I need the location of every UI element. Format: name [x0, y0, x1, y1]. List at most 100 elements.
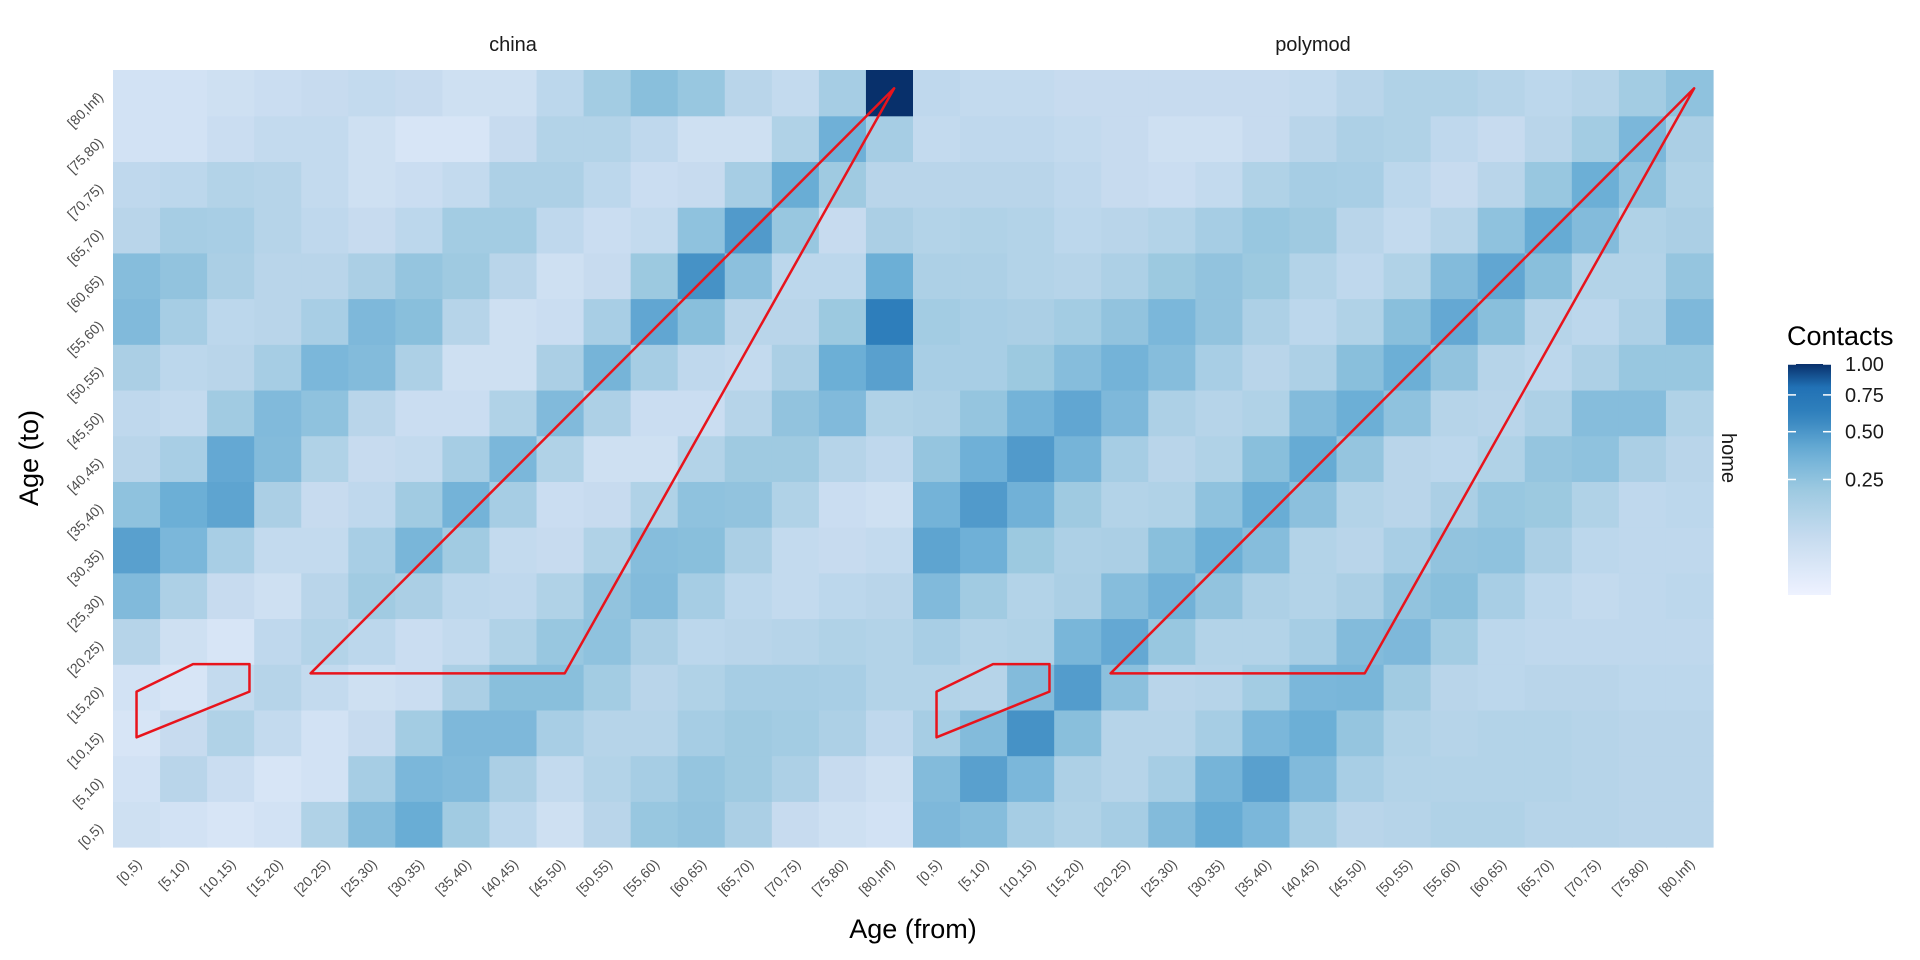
heatmap-cell [1054, 207, 1102, 254]
heatmap-cell [724, 344, 773, 391]
heatmap-cell [254, 70, 302, 117]
heatmap-cell [348, 161, 396, 208]
heatmap-cell [348, 389, 396, 437]
heatmap-cell [818, 527, 867, 574]
heatmap-cell [1383, 481, 1432, 528]
heatmap-cell [1336, 435, 1385, 482]
heatmap-cell [254, 755, 302, 802]
heatmap-cell [865, 618, 914, 665]
heatmap-cell [1054, 298, 1102, 345]
heatmap-cell [1101, 572, 1149, 620]
heatmap-cell [160, 389, 208, 437]
heatmap-cell [913, 481, 961, 528]
heatmap-cell [1101, 801, 1149, 848]
heatmap-cell [1101, 389, 1149, 437]
heatmap-cell [1195, 115, 1244, 163]
heatmap-cell [113, 298, 161, 345]
heatmap-cell [395, 801, 444, 848]
heatmap-cell [583, 115, 632, 163]
heatmap-cell [1571, 207, 1620, 254]
heatmap-cell [865, 207, 914, 254]
heatmap-cell [1571, 389, 1620, 437]
heatmap-cell [1430, 618, 1479, 665]
heatmap-cell [1477, 664, 1526, 711]
heatmap-cell [301, 709, 349, 757]
x-tick-label: [55,60) [620, 856, 662, 898]
heatmap-cell [960, 161, 1008, 208]
heatmap-cell [348, 664, 396, 711]
heatmap-cell [254, 161, 302, 208]
overlay-lower-right-triangle [309, 87, 896, 675]
heatmap-cell [630, 527, 679, 574]
heatmap-cell [724, 801, 773, 848]
heatmap-cell [113, 344, 161, 391]
heatmap-cell [630, 435, 679, 482]
heatmap-cell [865, 664, 914, 711]
heatmap-cell [160, 115, 208, 163]
heatmap-cell [630, 252, 679, 300]
heatmap-cell [1054, 801, 1102, 848]
heatmap-cell [1007, 618, 1055, 665]
heatmap-cell [677, 207, 726, 254]
heatmap-cell [348, 709, 396, 757]
heatmap-cell [301, 207, 349, 254]
heatmap-cell [1524, 252, 1573, 300]
heatmap-cell [442, 755, 491, 802]
heatmap-cell [818, 389, 867, 437]
heatmap-cell [348, 618, 396, 665]
y-axis-title: Age (to) [14, 410, 44, 506]
heatmap-cell [348, 70, 396, 117]
heatmap-cell [160, 435, 208, 482]
heatmap-cell [301, 801, 349, 848]
heatmap-cell [1430, 389, 1479, 437]
heatmap-cell [771, 389, 820, 437]
heatmap-cell [865, 435, 914, 482]
heatmap-cell [1430, 344, 1479, 391]
heatmap-cell [489, 618, 538, 665]
heatmap-cell [1665, 481, 1714, 528]
heatmap-cell [1148, 252, 1196, 300]
heatmap-cell [207, 115, 255, 163]
heatmap-cell [207, 161, 255, 208]
heatmap-cell [1242, 70, 1291, 117]
heatmap-cell [207, 344, 255, 391]
heatmap-cell [160, 801, 208, 848]
heatmap-cell [1101, 207, 1149, 254]
heatmap-cell [771, 481, 820, 528]
x-tick-label: [70,75) [761, 856, 803, 898]
heatmap-cell [1101, 481, 1149, 528]
panel-polymod [913, 70, 1714, 848]
heatmap-cell [1430, 572, 1479, 620]
heatmap-cell [583, 344, 632, 391]
heatmap-cell [1101, 755, 1149, 802]
heatmap-cell [1007, 435, 1055, 482]
heatmap-cell [1289, 252, 1338, 300]
heatmap-cell [536, 298, 585, 345]
heatmap-cell [1336, 801, 1385, 848]
heatmap-cell [913, 70, 961, 117]
heatmap-cell [630, 572, 679, 620]
x-tick-label: [50,55) [573, 856, 615, 898]
x-tick-label: [15,20) [244, 856, 286, 898]
heatmap-cell [1336, 115, 1385, 163]
heatmap-cell [583, 298, 632, 345]
x-tick-label: [80,Inf) [1655, 856, 1697, 898]
heatmap-cell [489, 572, 538, 620]
heatmap-cell [1618, 801, 1667, 848]
heatmap-cell [395, 115, 444, 163]
x-tick-label: [35,40) [1232, 856, 1274, 898]
heatmap-cell [677, 572, 726, 620]
heatmap-cell [1242, 344, 1291, 391]
heatmap-cell [818, 252, 867, 300]
heatmap-cell [1383, 344, 1432, 391]
heatmap-cell [1101, 664, 1149, 711]
heatmap-cell [960, 481, 1008, 528]
heatmap-cell [913, 801, 961, 848]
heatmap-cell [1665, 115, 1714, 163]
overlay-lower-right-triangle [1109, 87, 1696, 675]
heatmap-cell [1477, 252, 1526, 300]
heatmap-cell [1289, 618, 1338, 665]
heatmap-cell [1148, 70, 1196, 117]
heatmap-cell [395, 481, 444, 528]
heatmap-cell [1383, 207, 1432, 254]
